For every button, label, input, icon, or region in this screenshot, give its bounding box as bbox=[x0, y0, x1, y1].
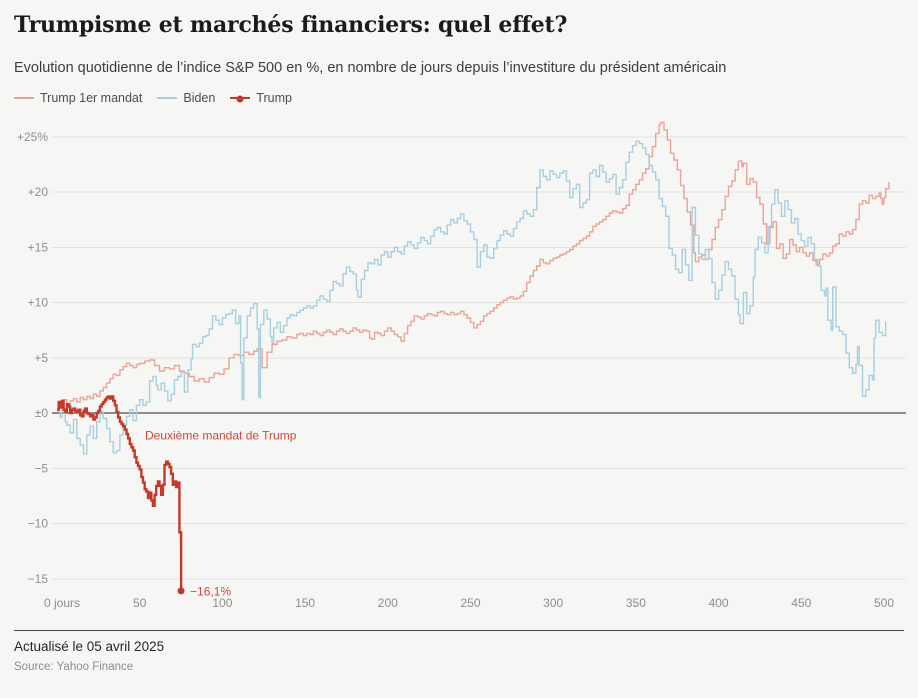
legend-swatch-icon bbox=[230, 95, 251, 103]
series-line-trump bbox=[57, 395, 183, 591]
end-value-label: −16,1% bbox=[190, 584, 231, 598]
source-text: Source: Yahoo Finance bbox=[14, 661, 134, 673]
legend-label: Trump 1er mandat bbox=[40, 91, 143, 105]
y-tick-label: −10 bbox=[28, 517, 49, 531]
x-tick-label: 350 bbox=[626, 596, 646, 610]
y-tick-label: −15 bbox=[28, 572, 49, 586]
x-tick-label: 450 bbox=[791, 596, 811, 610]
y-tick-label: +20 bbox=[28, 185, 49, 199]
legend-swatch-icon bbox=[14, 97, 34, 99]
legend: Trump 1er mandat Biden Trump bbox=[14, 91, 292, 105]
legend-item-trump[interactable]: Trump bbox=[230, 91, 292, 105]
legend-label: Biden bbox=[183, 91, 216, 105]
legend-item-biden[interactable]: Biden bbox=[157, 91, 215, 105]
x-tick-label: 250 bbox=[460, 596, 480, 610]
chart-subtitle: Evolution quotidienne de l’indice S&P 50… bbox=[14, 60, 727, 76]
updated-text: Actualisé le 05 avril 2025 bbox=[14, 639, 165, 654]
legend-label: Trump bbox=[256, 91, 292, 105]
x-tick-label: 400 bbox=[709, 596, 729, 610]
sp500-comparison-chart: +25% +20 +15 +10 +5 ±0 −5 −10 −15 0 jours 50 100 150… bbox=[17, 121, 906, 610]
legend-item-trump-1er-mandat[interactable]: Trump 1er mandat bbox=[14, 91, 142, 105]
x-tick-label: 0 jours bbox=[44, 596, 80, 610]
x-tick-label: 150 bbox=[295, 596, 315, 610]
series-line-trump-1er-mandat bbox=[57, 121, 890, 410]
legend-swatch-icon bbox=[157, 97, 178, 99]
footer-divider bbox=[14, 630, 904, 631]
page-title: Trumpisme et marchés financiers: quel ef… bbox=[14, 12, 568, 38]
x-tick-label: 300 bbox=[543, 596, 563, 610]
y-tick-label: +15 bbox=[28, 240, 49, 254]
x-tick-label: 100 bbox=[212, 596, 232, 610]
y-tick-label: −5 bbox=[34, 461, 48, 475]
y-tick-label: +5 bbox=[34, 351, 48, 365]
x-tick-label: 50 bbox=[133, 596, 147, 610]
y-tick-label: ±0 bbox=[35, 406, 49, 420]
series-end-dot bbox=[177, 587, 185, 595]
series-line-biden bbox=[57, 140, 887, 455]
x-tick-label: 500 bbox=[874, 596, 894, 610]
y-tick-label: +25% bbox=[17, 130, 48, 144]
x-tick-label: 200 bbox=[378, 596, 398, 610]
legend-dot-icon bbox=[236, 95, 244, 103]
annotation-text: Deuxième mandat de Trump bbox=[145, 429, 297, 443]
y-tick-label: +10 bbox=[28, 296, 49, 310]
